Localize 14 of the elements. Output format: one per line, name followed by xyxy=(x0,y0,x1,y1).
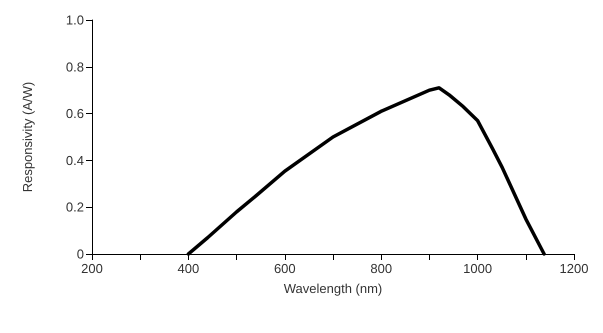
x-tick-label: 600 xyxy=(274,261,296,276)
x-tick-label: 1000 xyxy=(463,261,492,276)
x-axis-title: Wavelength (nm) xyxy=(284,281,382,296)
y-tick-label: 0 xyxy=(76,246,84,262)
y-tick-label: 1.0 xyxy=(66,12,84,28)
y-tick-label: 0.8 xyxy=(66,59,84,74)
x-tick-label: 400 xyxy=(178,261,200,276)
x-tick-label: 200 xyxy=(81,261,103,276)
y-axis-title: Responsivity (A/W) xyxy=(20,82,35,192)
y-tick-label: 0.2 xyxy=(66,200,84,215)
y-tick-label: 0.6 xyxy=(66,106,84,122)
x-tick-label: 1200 xyxy=(560,261,588,276)
x-tick-label: 800 xyxy=(370,261,392,276)
y-tick-label: 0.4 xyxy=(66,152,84,168)
